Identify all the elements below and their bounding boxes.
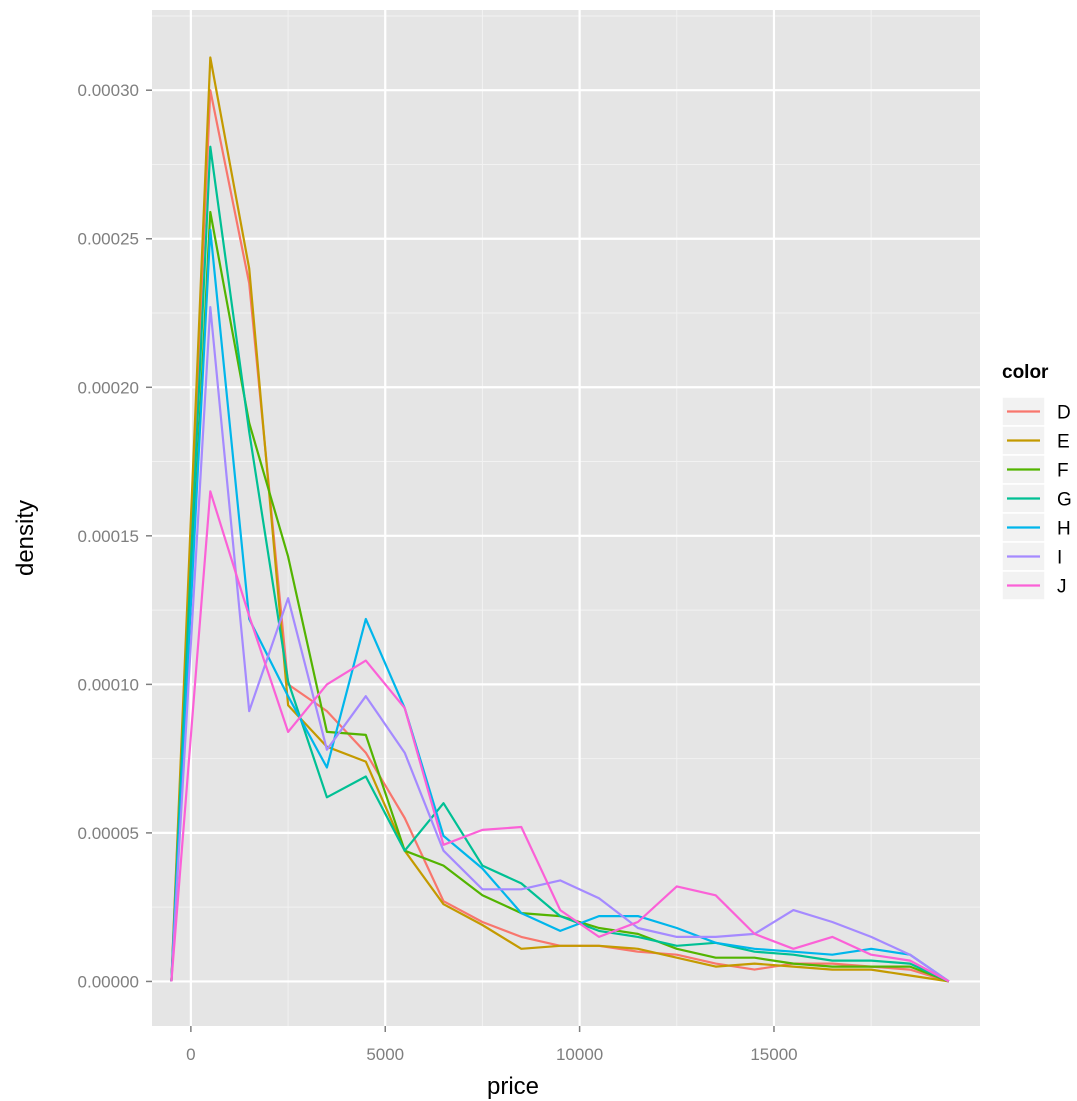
legend-label-H: H (1057, 519, 1071, 540)
x-tick-label: 10000 (556, 1045, 603, 1064)
y-tick-label: 0.00010 (78, 675, 139, 694)
minor-grid (152, 10, 980, 1026)
plot-panel (152, 10, 980, 1026)
y-axis: 0.00000 0.00005 0.00010 0.00015 0.00020 0.000… (78, 81, 152, 991)
legend-title: color (1002, 362, 1049, 383)
series-line-H (170, 228, 950, 983)
y-tick-label: 0.00000 (78, 972, 139, 991)
x-tick-label: 15000 (750, 1045, 797, 1064)
legend-label-G: G (1057, 490, 1072, 511)
y-tick-label: 0.00030 (78, 81, 139, 100)
series-line-I (170, 306, 950, 983)
x-tick-label: 5000 (366, 1045, 404, 1064)
series-line-J (170, 490, 950, 983)
legend-label-F: F (1057, 461, 1069, 482)
legend-label-E: E (1057, 432, 1070, 453)
x-axis: 0 5000 10000 15000 (186, 1026, 798, 1064)
legend-label-D: D (1057, 403, 1071, 424)
x-axis-title: price (487, 1073, 539, 1100)
y-tick-label: 0.00005 (78, 824, 139, 843)
y-tick-label: 0.00020 (78, 378, 139, 397)
legend-label-I: I (1057, 548, 1062, 569)
legend-label-J: J (1057, 577, 1067, 598)
y-axis-title: density (12, 500, 39, 576)
y-tick-label: 0.00025 (78, 230, 139, 249)
series-lines (170, 56, 950, 983)
x-tick-label: 0 (186, 1045, 195, 1064)
y-tick-label: 0.00015 (78, 527, 139, 546)
